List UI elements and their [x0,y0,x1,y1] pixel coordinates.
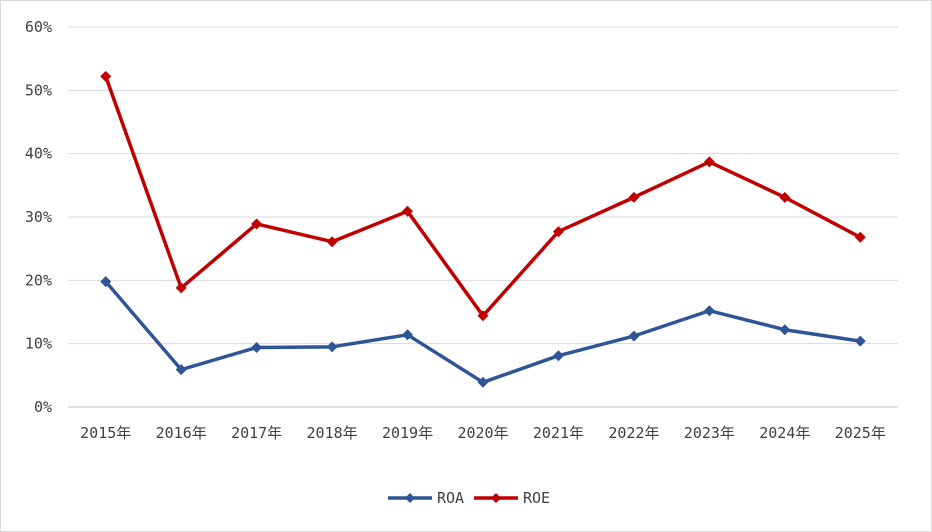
roe-point [477,310,489,322]
legend-marker [491,493,501,503]
y-tick-label: 0% [34,398,52,416]
roa-point [779,324,791,336]
roa-point [628,330,640,342]
x-tick-label: 2023年 [684,424,735,442]
series-lines [100,70,866,388]
x-tick-label: 2025年 [835,424,886,442]
x-tick-label: 2021年 [533,424,584,442]
legend-item-roe: ROE [474,489,550,507]
y-axis-ticks: 0% 10% 20% 30% 40% 50% 60% [25,18,52,416]
roe-point [100,70,112,82]
roa-point [477,376,489,388]
x-tick-label: 2018年 [307,424,358,442]
y-tick-label: 10% [25,335,52,353]
x-tick-label: 2022年 [608,424,659,442]
roe-point [251,218,263,230]
roa-point [251,341,263,353]
y-tick-label: 30% [25,208,52,226]
roa-line [104,280,861,385]
roa-point [326,341,338,353]
roa-point [552,350,564,362]
roa-point [854,335,866,347]
y-tick-label: 20% [25,271,52,289]
roe-point [402,205,414,217]
x-tick-label: 2020年 [457,424,508,442]
roe-point [175,282,187,294]
roe-point [854,231,866,243]
roe-point [703,156,715,168]
legend-label: ROA [437,489,464,507]
legend: ROA ROE [388,489,550,507]
x-axis-ticks: 2015年 2016年 2017年 2018年 2019年 2020年 2021年 2022年… [80,424,886,442]
roa-point [703,305,715,317]
x-tick-label: 2017年 [231,424,282,442]
roa-point [100,276,112,288]
gridlines [68,26,898,408]
series-roe [100,70,866,322]
legend-label: ROE [523,489,550,507]
roe-point [552,226,564,238]
roe-point [628,191,640,203]
x-tick-label: 2019年 [382,424,433,442]
x-tick-label: 2024年 [759,424,810,442]
y-tick-label: 50% [25,81,52,99]
y-tick-label: 60% [25,18,52,36]
legend-item-roa: ROA [388,489,464,507]
y-tick-label: 40% [25,145,52,163]
roa-point [175,364,187,376]
legend-marker [405,493,415,503]
roe-point [779,191,791,203]
x-tick-label: 2016年 [156,424,207,442]
roa-point [402,329,414,341]
roe-point [326,236,338,248]
series-roa [100,276,866,388]
x-tick-label: 2015年 [80,424,131,442]
